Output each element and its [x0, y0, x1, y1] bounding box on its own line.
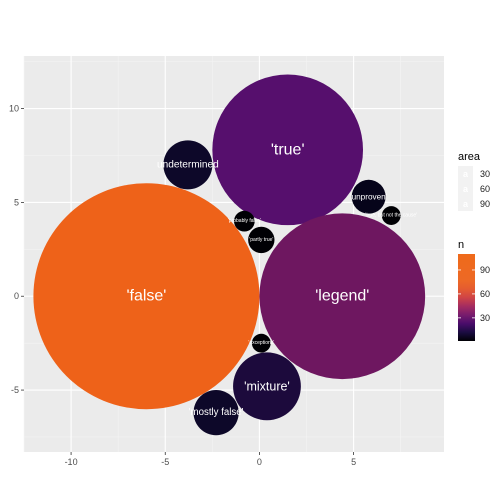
- bubble-2: [259, 213, 426, 380]
- legend-area-key: [458, 166, 473, 181]
- x-axis-ticks: -10 -5 0 5: [65, 452, 356, 467]
- y-tick-label: 0: [14, 291, 19, 301]
- bubble-5: [193, 389, 239, 436]
- y-axis-ticks: -5 0 5 10: [9, 104, 24, 395]
- y-tick-label: 5: [14, 197, 19, 207]
- bubble-7: [234, 210, 255, 232]
- y-tick-label: 10: [9, 104, 19, 114]
- x-tick-label: 5: [351, 457, 356, 467]
- legend-area-key-glyph: a: [463, 169, 469, 179]
- legend-area-key: [458, 196, 473, 211]
- x-tick-label: -5: [161, 457, 169, 467]
- colorbar-tick-label: 60: [480, 289, 490, 299]
- bubbles: [33, 74, 426, 436]
- y-tick-label: -5: [11, 385, 19, 395]
- bubble-label-2: 'legend': [315, 288, 369, 305]
- legend-area-key-glyph: a: [463, 184, 469, 194]
- legend-area: area a 30 a 60 a 90: [458, 151, 490, 211]
- bubble-8: [248, 226, 275, 254]
- bubble-label-1: 'true': [271, 141, 305, 158]
- bubble-label-5: 'mostly false': [189, 407, 244, 418]
- colorbar-tick-label: 30: [480, 313, 490, 323]
- bubble-0: [33, 183, 260, 410]
- colorbar-tick-label: 90: [480, 265, 490, 275]
- x-tick-label: -10: [65, 457, 78, 467]
- bubble-label-4: 'mixture': [244, 379, 290, 393]
- bubble-label-7: 'probably false': [228, 218, 261, 224]
- bubble-label-0: 'false': [126, 288, 166, 305]
- bubble-1: [212, 74, 364, 226]
- legend-n: n 30 60 90: [458, 239, 490, 341]
- bubble-label-10: 'true, but not the cause': [365, 213, 417, 219]
- legend-area-key-glyph: a: [463, 199, 469, 209]
- bubble-6: [351, 179, 386, 214]
- colorbar: [458, 254, 475, 341]
- legend-area-title: area: [458, 151, 481, 163]
- legend-area-label: 60: [480, 184, 490, 194]
- bubble-label-8: 'partly true': [249, 237, 273, 243]
- bubble-4: [233, 352, 301, 421]
- bubble-labels: 'false' 'true' 'legend' undetermined 'mixtur…: [126, 141, 417, 418]
- bubble-label-9: 'exceptions': [248, 340, 274, 346]
- bubble-9: [251, 333, 271, 353]
- bubble-3: [163, 140, 213, 190]
- legend-n-title: n: [458, 239, 464, 251]
- bubble-10: [381, 206, 401, 225]
- legend-area-label: 90: [480, 199, 490, 209]
- legend-area-label: 30: [480, 169, 490, 179]
- legend-area-key: [458, 181, 473, 196]
- x-tick-label: 0: [257, 457, 262, 467]
- bubble-label-3: undetermined: [157, 159, 219, 170]
- bubble-label-6: 'unproven': [350, 192, 388, 201]
